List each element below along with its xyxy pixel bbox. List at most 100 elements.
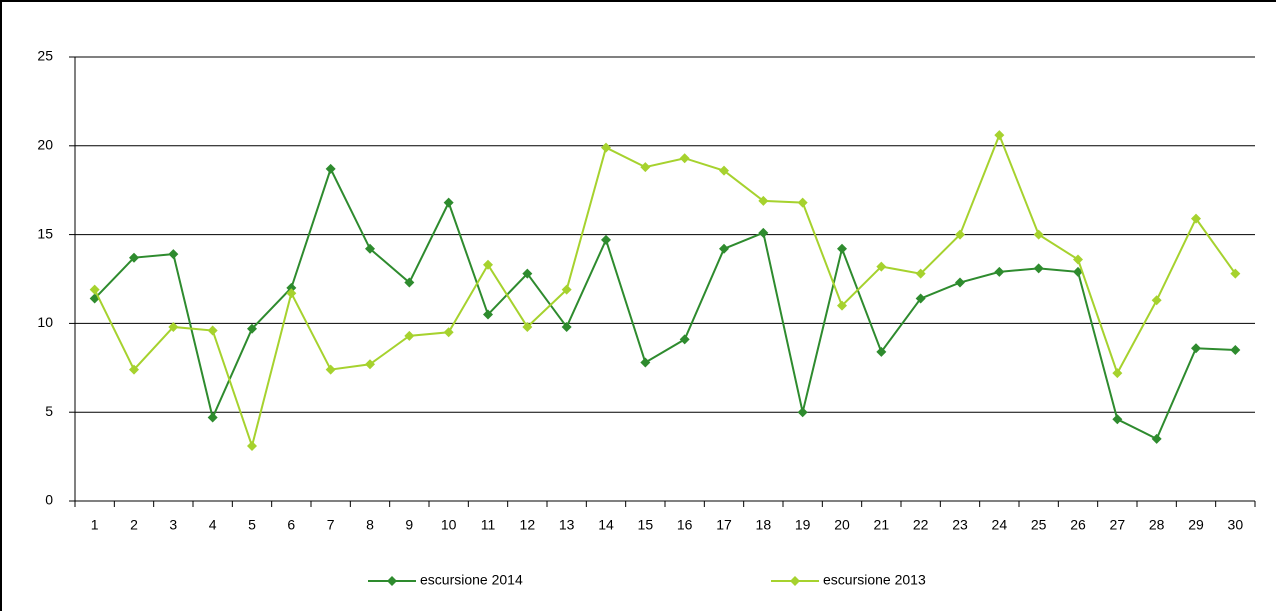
marker: [1230, 268, 1241, 279]
x-tick-label: 14: [598, 517, 614, 533]
marker: [915, 268, 926, 279]
legend-label: escursione 2014: [420, 572, 523, 588]
x-tick-label: 22: [913, 517, 929, 533]
marker: [443, 327, 454, 338]
x-tick-label: 1: [91, 517, 99, 533]
marker: [561, 284, 572, 295]
marker: [1191, 213, 1201, 224]
x-tick-label: 8: [366, 517, 374, 533]
marker: [443, 197, 454, 208]
y-tick-label: 20: [37, 137, 53, 153]
marker: [207, 412, 218, 423]
marker: [1191, 343, 1201, 354]
marker: [837, 243, 847, 254]
marker: [758, 195, 769, 206]
marker: [797, 407, 808, 418]
x-tick-label: 18: [756, 517, 772, 533]
y-tick-label: 10: [37, 314, 53, 330]
x-tick-label: 6: [287, 517, 295, 533]
marker: [1151, 295, 1162, 306]
marker: [1112, 368, 1123, 379]
x-tick-label: 5: [248, 517, 256, 533]
marker: [325, 163, 336, 174]
y-tick-label: 15: [37, 225, 53, 241]
legend-marker: [790, 576, 800, 586]
marker: [325, 364, 336, 375]
marker: [129, 364, 139, 375]
x-tick-label: 25: [1031, 517, 1047, 533]
x-tick-label: 20: [834, 517, 850, 533]
x-tick-label: 4: [209, 517, 217, 533]
marker: [561, 321, 572, 332]
marker: [89, 284, 100, 295]
x-tick-label: 15: [638, 517, 654, 533]
marker: [522, 268, 533, 279]
x-tick-label: 7: [327, 517, 335, 533]
marker: [1230, 345, 1241, 356]
x-tick-label: 29: [1188, 517, 1204, 533]
marker: [522, 321, 533, 332]
marker: [679, 334, 690, 345]
marker: [955, 229, 965, 240]
y-tick-label: 5: [45, 403, 53, 419]
legend-marker: [387, 576, 397, 586]
x-tick-label: 19: [795, 517, 811, 533]
x-tick-label: 10: [441, 517, 457, 533]
x-tick-label: 17: [716, 517, 732, 533]
marker: [247, 440, 257, 451]
series-line: [93, 132, 1237, 450]
marker: [168, 249, 179, 260]
x-tick-label: 16: [677, 517, 693, 533]
marker: [207, 325, 218, 336]
marker: [404, 330, 415, 341]
legend-label: escursione 2013: [823, 572, 926, 588]
marker: [719, 165, 729, 176]
x-tick-label: 3: [169, 517, 177, 533]
marker: [994, 266, 1005, 277]
marker: [915, 293, 926, 304]
x-tick-label: 11: [481, 517, 496, 533]
x-tick-label: 23: [952, 517, 968, 533]
marker: [365, 359, 375, 370]
x-tick-label: 12: [520, 517, 536, 533]
marker: [365, 243, 375, 254]
x-tick-label: 30: [1228, 517, 1244, 533]
marker: [994, 130, 1005, 141]
marker: [876, 346, 887, 357]
marker: [1033, 229, 1044, 240]
marker: [247, 323, 257, 334]
marker: [483, 259, 493, 270]
marker: [483, 309, 493, 320]
x-tick-label: 2: [130, 517, 138, 533]
marker: [286, 288, 297, 299]
x-tick-label: 21: [874, 517, 890, 533]
marker: [601, 142, 611, 153]
marker: [168, 321, 179, 332]
marker: [640, 162, 651, 173]
marker: [601, 234, 611, 245]
x-tick-label: 24: [992, 517, 1008, 533]
x-tick-label: 13: [559, 517, 575, 533]
marker: [129, 252, 139, 263]
marker: [286, 282, 297, 293]
marker: [1033, 263, 1044, 274]
x-tick-label: 26: [1070, 517, 1086, 533]
x-tick-label: 28: [1149, 517, 1165, 533]
marker: [955, 277, 965, 288]
marker: [837, 300, 847, 311]
marker: [797, 197, 808, 208]
marker: [1073, 254, 1083, 265]
series-line: [93, 166, 1236, 441]
marker: [1112, 414, 1123, 425]
marker: [640, 357, 651, 368]
x-tick-label: 9: [405, 517, 413, 533]
marker: [876, 261, 887, 272]
y-tick-label: 25: [37, 48, 53, 64]
marker: [679, 153, 690, 164]
marker: [404, 277, 415, 288]
marker: [1151, 433, 1162, 444]
marker: [719, 243, 729, 254]
y-tick-label: 0: [45, 492, 53, 508]
